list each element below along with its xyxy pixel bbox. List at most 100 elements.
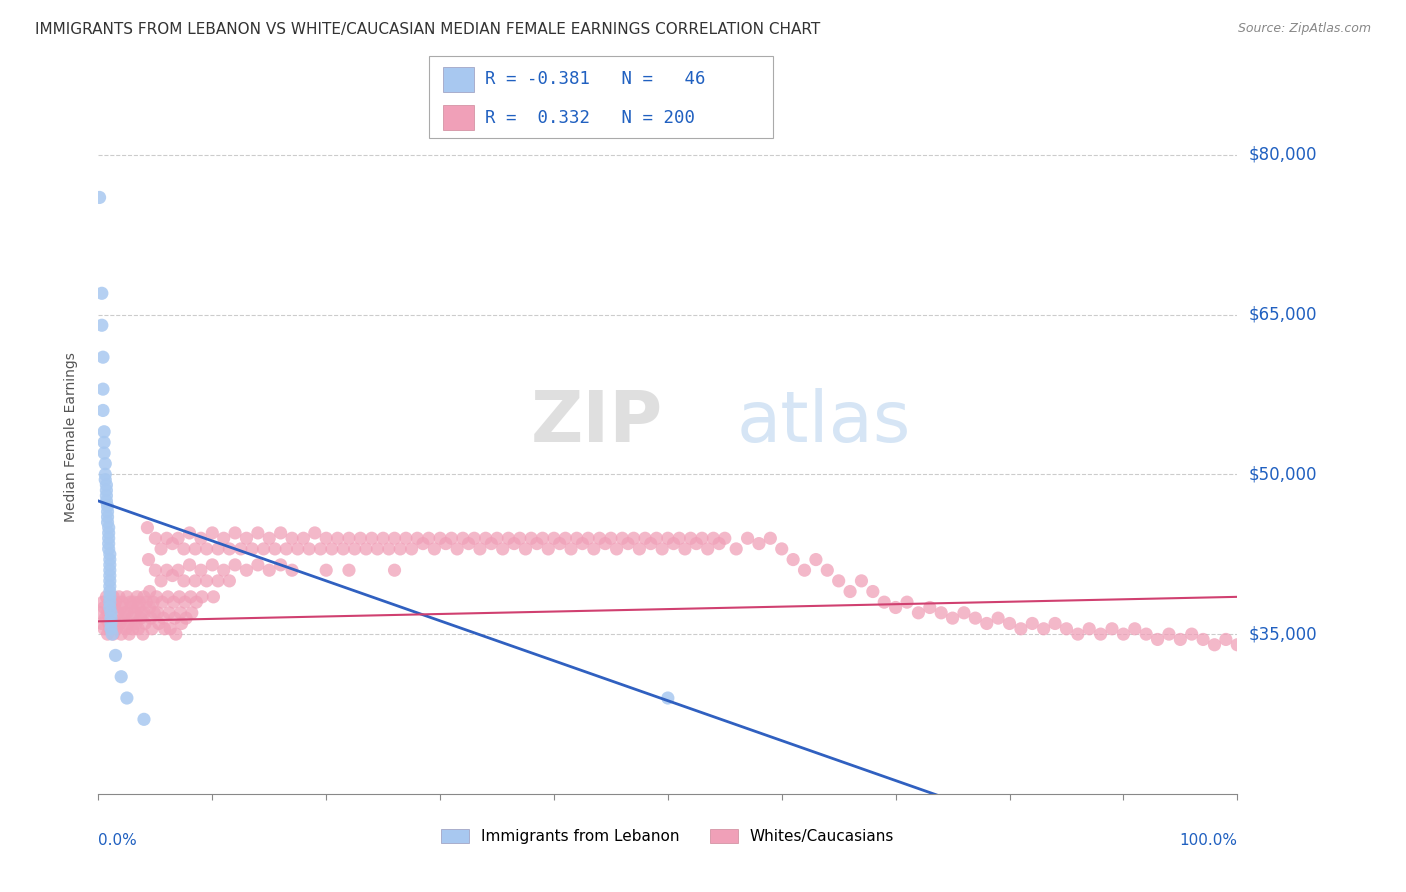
Point bbox=[115, 606, 138, 620]
Point bbox=[156, 563, 179, 577]
Text: Source: ZipAtlas.com: Source: ZipAtlas.com bbox=[1237, 22, 1371, 36]
Point bbox=[384, 563, 406, 577]
Point bbox=[492, 541, 515, 556]
Point bbox=[108, 590, 131, 604]
Point bbox=[150, 541, 173, 556]
Point bbox=[696, 541, 718, 556]
Point bbox=[343, 541, 366, 556]
Point bbox=[446, 541, 468, 556]
Point bbox=[103, 590, 125, 604]
Point bbox=[114, 622, 136, 636]
Point bbox=[156, 531, 179, 545]
Point bbox=[105, 622, 128, 636]
Point bbox=[326, 531, 349, 545]
Point bbox=[479, 536, 502, 550]
Point bbox=[1112, 627, 1135, 641]
Point bbox=[98, 568, 121, 582]
Point bbox=[101, 611, 124, 625]
Point bbox=[129, 611, 152, 625]
Point bbox=[440, 531, 463, 545]
Text: 0.0%: 0.0% bbox=[98, 833, 138, 848]
Point bbox=[354, 541, 377, 556]
Point bbox=[93, 446, 115, 460]
Point bbox=[127, 622, 149, 636]
Point bbox=[224, 525, 246, 540]
Point bbox=[97, 525, 120, 540]
Point bbox=[170, 616, 193, 631]
Point bbox=[896, 595, 918, 609]
Point bbox=[98, 595, 121, 609]
Point bbox=[145, 563, 167, 577]
Point bbox=[907, 606, 929, 620]
Point bbox=[100, 622, 122, 636]
Point bbox=[839, 584, 862, 599]
Point bbox=[623, 531, 645, 545]
Point bbox=[804, 552, 827, 566]
Point bbox=[94, 611, 117, 625]
Point bbox=[103, 627, 125, 641]
Point bbox=[145, 531, 167, 545]
Point bbox=[337, 531, 360, 545]
Point bbox=[179, 525, 201, 540]
Text: R = -0.381   N =   46: R = -0.381 N = 46 bbox=[485, 70, 706, 88]
Point bbox=[145, 590, 167, 604]
Point bbox=[96, 505, 118, 519]
Point bbox=[560, 541, 582, 556]
Point bbox=[565, 531, 588, 545]
Point bbox=[98, 574, 121, 588]
Point bbox=[884, 600, 907, 615]
Point bbox=[229, 541, 252, 556]
Point bbox=[191, 590, 214, 604]
Point bbox=[162, 536, 184, 550]
Point bbox=[1054, 622, 1078, 636]
Point bbox=[91, 595, 114, 609]
Point bbox=[389, 541, 412, 556]
Point bbox=[851, 574, 873, 588]
Point bbox=[486, 531, 509, 545]
Point bbox=[617, 536, 640, 550]
Point bbox=[186, 595, 208, 609]
Point bbox=[150, 595, 173, 609]
Point bbox=[174, 595, 197, 609]
Point bbox=[378, 541, 401, 556]
Point bbox=[138, 552, 160, 566]
Point bbox=[125, 616, 148, 631]
Point bbox=[96, 627, 118, 641]
Point bbox=[96, 494, 118, 508]
Point bbox=[128, 595, 150, 609]
Point bbox=[169, 590, 191, 604]
Point bbox=[207, 574, 229, 588]
Point bbox=[309, 541, 332, 556]
Point bbox=[135, 595, 157, 609]
Point bbox=[1204, 638, 1226, 652]
Point bbox=[174, 611, 197, 625]
Point bbox=[90, 616, 112, 631]
Point bbox=[167, 563, 190, 577]
Point bbox=[141, 622, 163, 636]
Point bbox=[337, 563, 360, 577]
Point bbox=[104, 616, 127, 631]
Point bbox=[97, 531, 120, 545]
Point bbox=[246, 525, 269, 540]
Point bbox=[93, 622, 115, 636]
Point bbox=[793, 563, 815, 577]
Point bbox=[90, 606, 112, 620]
Point bbox=[321, 541, 343, 556]
Point bbox=[107, 606, 129, 620]
Point bbox=[98, 547, 121, 561]
Point bbox=[1078, 622, 1101, 636]
Point bbox=[1032, 622, 1054, 636]
Point bbox=[89, 190, 111, 204]
Point bbox=[98, 563, 121, 577]
Point bbox=[98, 558, 121, 572]
Text: $80,000: $80,000 bbox=[1249, 145, 1317, 164]
Point bbox=[1090, 627, 1112, 641]
Text: ZIP: ZIP bbox=[531, 388, 664, 458]
Point bbox=[737, 531, 759, 545]
Point bbox=[104, 648, 127, 663]
Point bbox=[97, 541, 120, 556]
Point bbox=[94, 457, 117, 471]
Point bbox=[195, 574, 218, 588]
Point bbox=[509, 531, 531, 545]
Point bbox=[634, 531, 657, 545]
